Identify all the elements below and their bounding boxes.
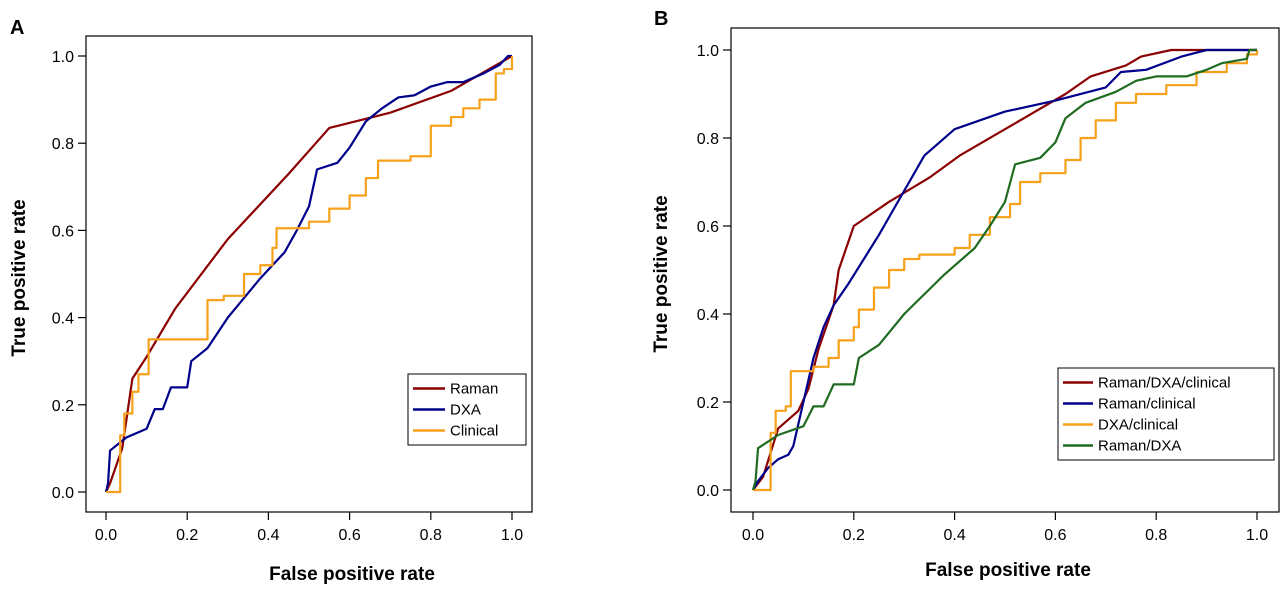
- legend-box: [1057, 367, 1275, 461]
- y-tick-label: 0.0: [52, 485, 74, 502]
- y-tick-label: 0.2: [52, 398, 74, 415]
- y-tick-label: 0.6: [697, 219, 719, 236]
- series-line-dxa: [104, 54, 512, 493]
- legend-label: Raman/DXA/clinical: [1098, 375, 1231, 392]
- series-line-raman-dxa-clinical: [752, 48, 1257, 491]
- x-tick-label: 1.0: [1246, 527, 1268, 544]
- panel-label: B: [654, 8, 668, 30]
- panel-label: A: [10, 17, 24, 39]
- x-tick-label: 0.0: [742, 527, 764, 544]
- y-tick-label: 0.8: [52, 136, 74, 153]
- y-tick-label: 0.4: [52, 311, 74, 328]
- legend-label: DXA: [450, 402, 481, 419]
- x-tick-label: 0.8: [1145, 527, 1167, 544]
- x-tick-label: 0.6: [1044, 527, 1066, 544]
- y-axis-title: True positive rate: [651, 195, 672, 352]
- legend-label: DXA/clinical: [1098, 417, 1178, 434]
- series-line-raman-dxa: [751, 48, 1257, 491]
- legend-label: Raman/DXA: [1098, 438, 1181, 455]
- x-tick-label: 0.4: [257, 527, 279, 544]
- y-tick-label: 1.0: [52, 49, 74, 66]
- x-tick-label: 1.0: [501, 527, 523, 544]
- panel-b: B 0.0 0.2 0.4 0.6 0.8 1.0 0.0 0.2 0.4 0.6 0.8 1.0 Ra…: [651, 8, 1280, 581]
- legend: Raman DXA Clinical: [407, 373, 527, 446]
- panel-a: A 0.0 0.2 0.4 0.6 0.8 1.0 0.0 0.2 0.4 0.6 0.8 1.0 Ra…: [9, 17, 533, 585]
- x-tick-label: 0.8: [420, 527, 442, 544]
- y-tick-label: 0.2: [697, 395, 719, 412]
- plot-frame: [730, 27, 1280, 513]
- plot-area: 0.0 0.2 0.4 0.6 0.8 1.0 0.0 0.2 0.4 0.6 0.8 1.0 Rama…: [697, 27, 1280, 544]
- y-tick-label: 0.4: [697, 307, 719, 324]
- x-tick-label: 0.2: [843, 527, 865, 544]
- series-line-clinical: [106, 56, 514, 494]
- x-tick-label: 0.6: [338, 527, 360, 544]
- x-tick-label: 0.4: [943, 527, 965, 544]
- x-tick-label: 0.2: [176, 527, 198, 544]
- y-tick-label: 0.0: [697, 483, 719, 500]
- legend: Raman/DXA/clinical Raman/clinical DXA/clin…: [1057, 367, 1275, 461]
- y-tick-label: 0.8: [697, 131, 719, 148]
- x-axis-title: False positive rate: [925, 560, 1091, 581]
- legend-label: Raman: [450, 381, 498, 398]
- y-tick-label: 0.6: [52, 223, 74, 240]
- y-tick-label: 1.0: [697, 43, 719, 60]
- legend-label: Raman/clinical: [1098, 396, 1196, 413]
- x-tick-label: 0.0: [95, 527, 117, 544]
- x-axis-title: False positive rate: [269, 564, 435, 585]
- legend-label: Clinical: [450, 423, 498, 440]
- plot-area: 0.0 0.2 0.4 0.6 0.8 1.0 0.0 0.2 0.4 0.6 0.8 1.0 Rama…: [52, 35, 533, 544]
- y-axis-title: True positive rate: [9, 199, 30, 356]
- series-line-raman-clinical: [752, 48, 1257, 491]
- series-line-dxa-clinical: [753, 50, 1259, 492]
- plot-frame: [85, 35, 533, 513]
